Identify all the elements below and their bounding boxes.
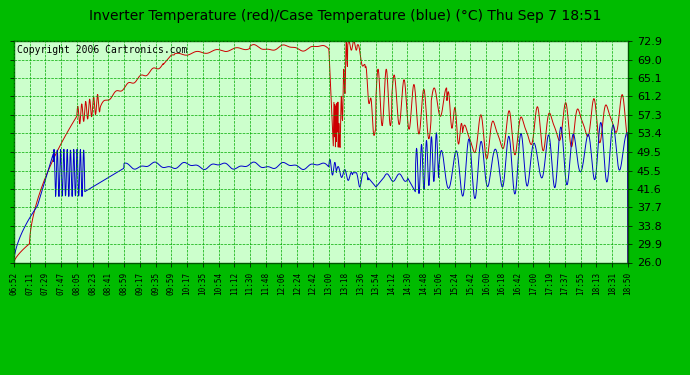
Text: Copyright 2006 Cartronics.com: Copyright 2006 Cartronics.com — [17, 45, 187, 55]
Text: Inverter Temperature (red)/Case Temperature (blue) (°C) Thu Sep 7 18:51: Inverter Temperature (red)/Case Temperat… — [89, 9, 601, 23]
